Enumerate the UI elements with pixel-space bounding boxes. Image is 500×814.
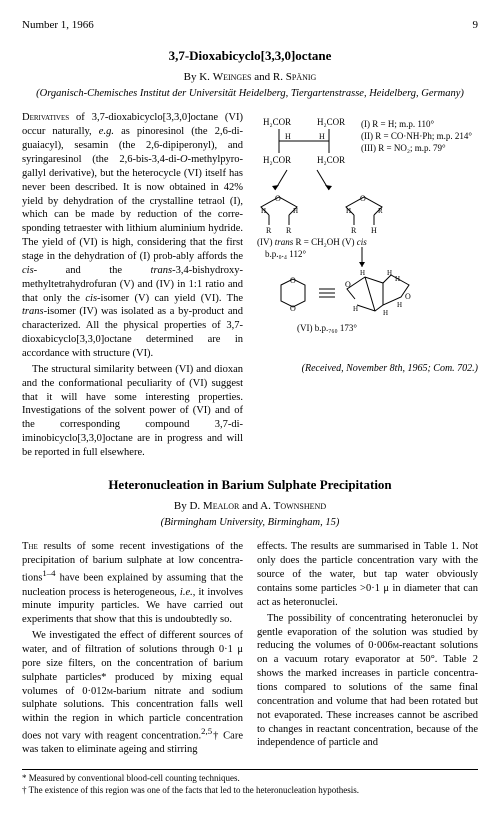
svg-text:H: H — [387, 269, 392, 277]
svg-text:R: R — [286, 226, 292, 235]
article1-authors: By K. Weinges and R. Spänig — [22, 70, 478, 85]
svg-text:(III) R = NO₂; m.p. 79°: (III) R = NO₂; m.p. 79° — [361, 143, 446, 153]
article1-received: (Received, November 8th, 1965; Com. 702.… — [257, 362, 478, 375]
svg-text:(I) R = H; m.p. 110°: (I) R = H; m.p. 110° — [361, 119, 434, 129]
footnote-2: † The existence of this region was one o… — [22, 785, 478, 796]
svg-text:H: H — [285, 132, 291, 141]
svg-text:O: O — [290, 276, 296, 285]
footnote-1: * Measured by conventional blood-cell co… — [22, 773, 478, 784]
svg-text:H₂COR: H₂COR — [317, 117, 345, 127]
footnotes: * Measured by conventional blood-cell co… — [22, 769, 478, 796]
svg-text:H₂COR: H₂COR — [263, 117, 291, 127]
svg-text:H₂COR: H₂COR — [317, 155, 345, 165]
svg-text:b.p.₀.₄ 112°: b.p.₀.₄ 112° — [265, 249, 306, 259]
article1-affiliation: (Organisch-Chemisches Institut der Unive… — [22, 87, 478, 101]
svg-text:H: H — [360, 269, 365, 277]
article1-right-column: H₂COR H₂COR H₂COR H₂COR H H (I) R = H; m… — [257, 111, 478, 461]
svg-text:H₂COR: H₂COR — [263, 155, 291, 165]
article2-authors: By D. Mealor and A. Townshend — [22, 499, 478, 514]
svg-text:O: O — [405, 292, 411, 301]
article1-title: 3,7-Dioxabicyclo[3,3,0]octane — [22, 47, 478, 65]
article2-right-column: effects. The results are summarised in T… — [257, 540, 478, 759]
issue-number: Number 1, 1966 — [22, 18, 94, 33]
svg-text:H: H — [371, 226, 377, 235]
svg-text:O: O — [360, 194, 366, 203]
svg-text:H: H — [293, 207, 298, 215]
svg-text:R: R — [266, 226, 272, 235]
svg-text:(IV) trans R = CH₂OH (V) ci: (IV) trans R = CH₂OH (V) cis — [257, 237, 367, 247]
svg-text:(VI) b.p.₇₆₀ 173°: (VI) b.p.₇₆₀ 173° — [297, 323, 357, 333]
article2-affiliation: (Birmingham University, Birmingham, 15) — [22, 516, 478, 530]
svg-text:H: H — [353, 305, 358, 313]
svg-text:O: O — [275, 194, 281, 203]
svg-text:H: H — [397, 301, 402, 309]
page-number: 9 — [473, 18, 479, 33]
svg-text:O: O — [290, 304, 296, 313]
reaction-scheme: H₂COR H₂COR H₂COR H₂COR H H (I) R = H; m… — [257, 115, 478, 358]
svg-text:O: O — [345, 280, 351, 289]
svg-text:R: R — [351, 226, 357, 235]
svg-text:H: H — [346, 207, 351, 215]
svg-text:H: H — [395, 275, 400, 283]
article1-left-column: Derivatives of 3,7-dioxabicyclo[3,3,0]oc… — [22, 111, 243, 461]
svg-text:R: R — [378, 207, 383, 215]
svg-text:H: H — [383, 309, 388, 317]
svg-text:H: H — [261, 207, 266, 215]
article2-left-column: The results of some recent investigation… — [22, 540, 243, 759]
svg-text:H: H — [319, 132, 325, 141]
svg-text:(II) R = CO·NH·Ph; m.p. 214°: (II) R = CO·NH·Ph; m.p. 214° — [361, 131, 472, 141]
article2-title: Heteronucleation in Barium Sulphate Prec… — [22, 476, 478, 494]
